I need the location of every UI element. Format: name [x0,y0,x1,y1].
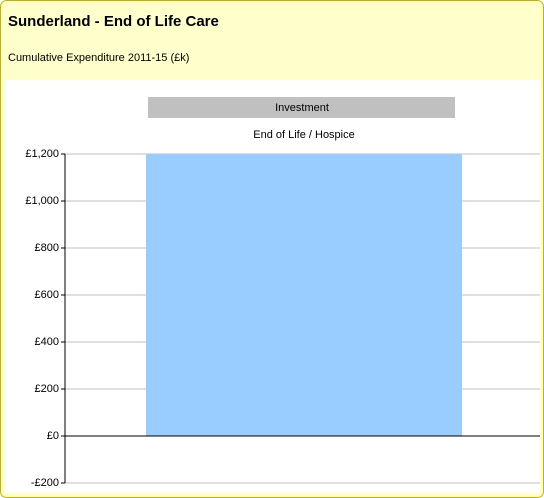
y-tick-label: £200 [35,383,59,395]
group-header [148,97,455,118]
y-tick-label: £0 [47,430,59,442]
y-tick-label: £1,000 [25,195,59,207]
chart-title: Sunderland - End of Life Care [8,13,219,30]
y-tick-label: £1,200 [25,148,59,160]
chart-subtitle: Cumulative Expenditure 2011-15 (£k) [8,52,189,64]
y-tick-label: £600 [35,289,59,301]
group-label: Investment [275,102,329,114]
y-tick-label: -£200 [31,477,59,489]
category-label: End of Life / Hospice [253,129,355,141]
y-tick-label: £400 [35,336,59,348]
bar [146,154,462,436]
y-tick-label: £800 [35,242,59,254]
